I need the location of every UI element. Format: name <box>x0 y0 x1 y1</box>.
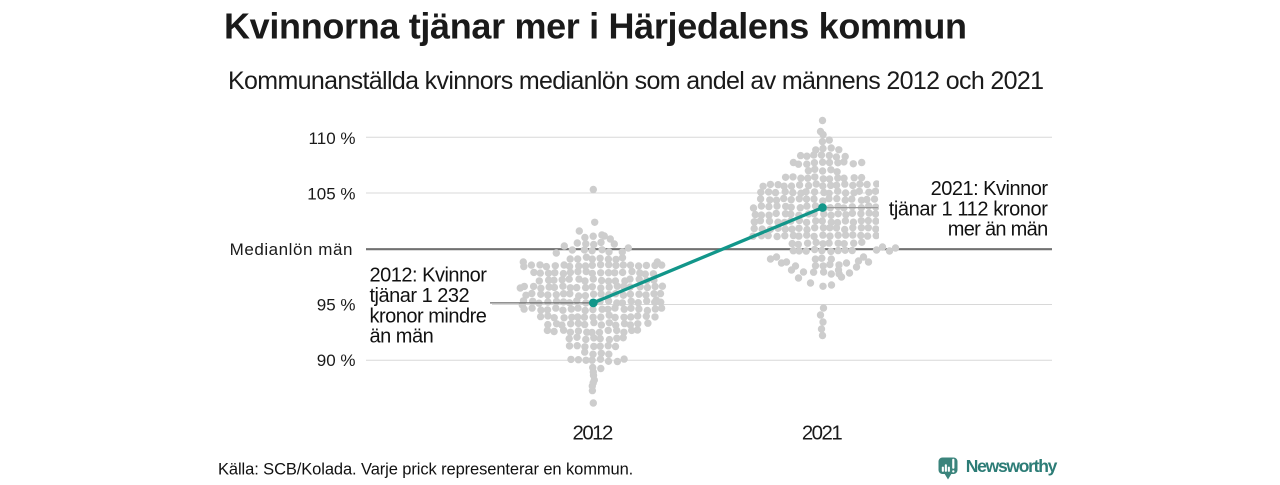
svg-text:Newsworthy: Newsworthy <box>966 456 1058 476</box>
svg-text:Källa: SCB/Kolada. Varje prick: Källa: SCB/Kolada. Varje prick represent… <box>218 460 633 478</box>
svg-text:tjänar 1 232: tjänar 1 232 <box>370 285 470 307</box>
svg-text:Medianlön män: Medianlön män <box>230 240 353 259</box>
svg-text:2021: 2021 <box>802 423 843 445</box>
svg-text:Kvinnorna tjänar mer i Härjeda: Kvinnorna tjänar mer i Härjedalens kommu… <box>224 5 967 46</box>
svg-text:Kommunanställda kvinnors media: Kommunanställda kvinnors medianlön som a… <box>228 67 1043 95</box>
svg-text:110 %: 110 % <box>309 129 356 148</box>
svg-text:mer än män: mer än män <box>948 219 1048 241</box>
svg-text:95 %: 95 % <box>317 296 356 315</box>
svg-text:kronor mindre: kronor mindre <box>370 305 487 327</box>
svg-text:2021: Kvinnor: 2021: Kvinnor <box>931 178 1049 200</box>
svg-text:än män: än män <box>370 326 434 348</box>
svg-text:2012: 2012 <box>573 423 614 445</box>
svg-text:105 %: 105 % <box>307 185 355 204</box>
svg-text:90 %: 90 % <box>317 351 356 370</box>
svg-text:2012: Kvinnor: 2012: Kvinnor <box>370 265 488 287</box>
svg-text:tjänar 1 112 kronor: tjänar 1 112 kronor <box>889 198 1049 220</box>
